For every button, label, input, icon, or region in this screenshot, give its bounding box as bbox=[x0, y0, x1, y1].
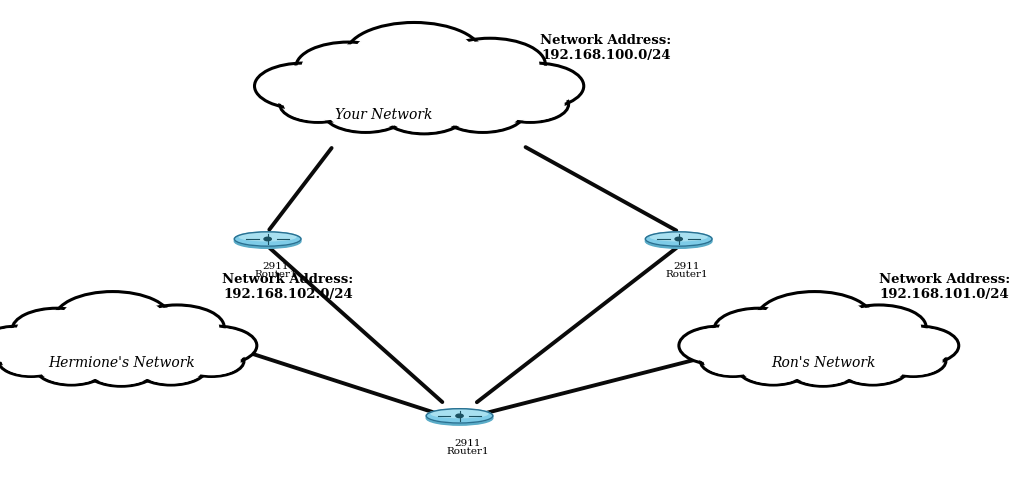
Circle shape bbox=[705, 348, 762, 375]
Circle shape bbox=[387, 96, 462, 131]
Text: 2911: 2911 bbox=[455, 439, 481, 448]
Text: Network Address:
192.168.102.0/24: Network Address: 192.168.102.0/24 bbox=[222, 273, 353, 301]
Circle shape bbox=[492, 86, 568, 122]
Circle shape bbox=[174, 326, 257, 365]
Ellipse shape bbox=[650, 233, 707, 241]
Circle shape bbox=[260, 66, 346, 106]
Circle shape bbox=[353, 26, 474, 84]
Circle shape bbox=[285, 88, 352, 120]
Text: Ron's Network: Ron's Network bbox=[771, 356, 876, 370]
Circle shape bbox=[741, 353, 805, 383]
Circle shape bbox=[838, 308, 921, 347]
Circle shape bbox=[456, 414, 463, 418]
Circle shape bbox=[179, 328, 252, 363]
Circle shape bbox=[841, 353, 904, 383]
Text: Your Network: Your Network bbox=[335, 108, 432, 122]
Circle shape bbox=[36, 351, 108, 385]
Circle shape bbox=[787, 352, 859, 386]
Circle shape bbox=[311, 49, 457, 118]
Circle shape bbox=[803, 318, 911, 369]
Circle shape bbox=[40, 353, 103, 383]
Circle shape bbox=[400, 54, 528, 114]
Circle shape bbox=[392, 49, 538, 118]
Circle shape bbox=[837, 351, 909, 385]
Ellipse shape bbox=[645, 232, 712, 246]
Circle shape bbox=[280, 86, 356, 122]
Text: Router1: Router1 bbox=[446, 447, 488, 456]
Ellipse shape bbox=[645, 234, 712, 249]
Circle shape bbox=[264, 237, 271, 241]
Ellipse shape bbox=[234, 234, 301, 249]
Circle shape bbox=[0, 326, 59, 365]
Circle shape bbox=[324, 92, 408, 132]
Circle shape bbox=[756, 292, 872, 347]
Circle shape bbox=[493, 66, 578, 106]
Circle shape bbox=[89, 354, 153, 384]
Circle shape bbox=[679, 326, 761, 365]
Circle shape bbox=[0, 328, 54, 363]
Circle shape bbox=[763, 295, 866, 344]
Ellipse shape bbox=[234, 232, 301, 246]
Circle shape bbox=[135, 351, 207, 385]
Circle shape bbox=[382, 94, 467, 134]
Circle shape bbox=[440, 92, 525, 132]
Circle shape bbox=[2, 348, 59, 375]
Circle shape bbox=[734, 318, 843, 369]
Circle shape bbox=[737, 351, 809, 385]
Circle shape bbox=[700, 346, 766, 377]
Circle shape bbox=[486, 63, 584, 109]
Circle shape bbox=[61, 295, 164, 344]
Circle shape bbox=[12, 308, 101, 350]
Ellipse shape bbox=[426, 411, 493, 425]
Circle shape bbox=[720, 311, 798, 348]
Ellipse shape bbox=[426, 409, 493, 423]
Ellipse shape bbox=[431, 410, 487, 418]
Circle shape bbox=[885, 348, 942, 375]
Ellipse shape bbox=[240, 233, 296, 241]
Circle shape bbox=[179, 346, 244, 377]
Text: Network Address:
192.168.100.0/24: Network Address: 192.168.100.0/24 bbox=[541, 34, 672, 62]
Circle shape bbox=[727, 315, 851, 373]
Circle shape bbox=[675, 237, 682, 241]
Circle shape bbox=[85, 352, 158, 386]
Circle shape bbox=[329, 95, 402, 130]
Circle shape bbox=[255, 63, 351, 109]
Circle shape bbox=[54, 292, 171, 347]
Circle shape bbox=[882, 328, 953, 363]
Text: Router1: Router1 bbox=[254, 270, 297, 279]
Circle shape bbox=[94, 315, 217, 373]
Text: Router1: Router1 bbox=[666, 270, 708, 279]
Circle shape bbox=[33, 318, 141, 369]
Text: 2911: 2911 bbox=[262, 262, 289, 271]
Circle shape bbox=[0, 346, 63, 377]
Circle shape bbox=[296, 42, 401, 92]
Circle shape bbox=[25, 315, 148, 373]
Text: Hermione's Network: Hermione's Network bbox=[48, 356, 195, 370]
Circle shape bbox=[182, 348, 240, 375]
Circle shape bbox=[877, 326, 958, 365]
Circle shape bbox=[345, 22, 482, 87]
Circle shape bbox=[17, 311, 96, 348]
Circle shape bbox=[434, 38, 546, 91]
Circle shape bbox=[792, 354, 855, 384]
Circle shape bbox=[135, 308, 218, 347]
Circle shape bbox=[714, 308, 804, 350]
Circle shape bbox=[497, 88, 564, 120]
Circle shape bbox=[139, 353, 203, 383]
Circle shape bbox=[684, 328, 757, 363]
Circle shape bbox=[445, 95, 520, 130]
Circle shape bbox=[441, 42, 539, 87]
Text: 2911: 2911 bbox=[674, 262, 700, 271]
Circle shape bbox=[881, 346, 946, 377]
Circle shape bbox=[101, 318, 210, 369]
Circle shape bbox=[302, 45, 394, 89]
Text: Network Address:
192.168.101.0/24: Network Address: 192.168.101.0/24 bbox=[879, 273, 1010, 301]
Circle shape bbox=[831, 305, 926, 350]
Circle shape bbox=[130, 305, 224, 350]
Circle shape bbox=[796, 315, 920, 373]
Circle shape bbox=[319, 54, 447, 114]
